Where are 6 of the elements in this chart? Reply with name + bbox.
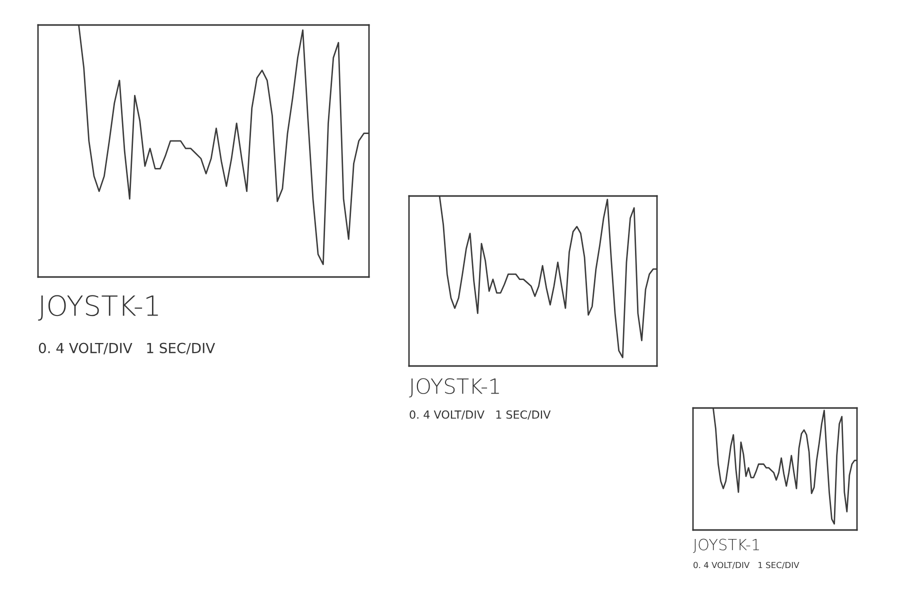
- text: 0. 4 VOLT/DIV 1 SEC/DIV: [38, 342, 216, 354]
- text: JOYSTK-1: [693, 538, 759, 553]
- text: 0. 4 VOLT/DIV 1 SEC/DIV: [694, 562, 800, 569]
- text: JOYSTK-1: [38, 295, 158, 321]
- text: JOYSTK-1: [409, 378, 499, 398]
- text: 0. 4 VOLT/DIV 1 SEC/DIV: [410, 410, 551, 420]
